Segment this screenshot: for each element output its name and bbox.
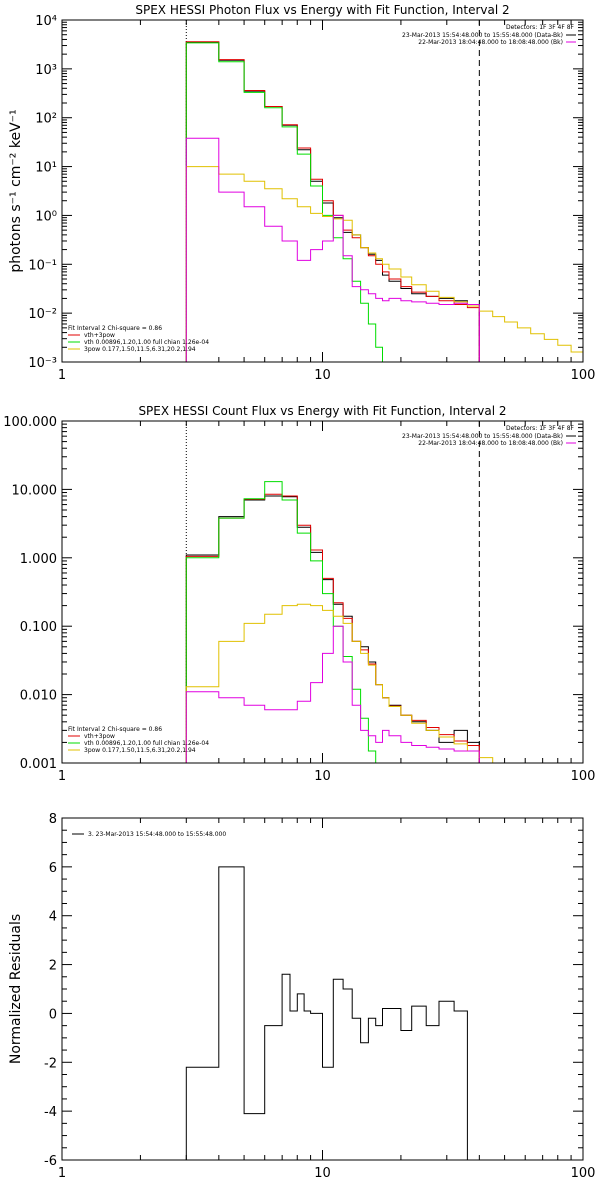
y-tick-label: 0.001 (20, 757, 57, 772)
legend-fit-header: Fit Interval 2 Chi-square = 0.86 (68, 726, 162, 733)
y-axis: -6 -4 -2 0 2 4 6 8 (44, 812, 583, 1169)
y-tick-label: 4 (49, 910, 57, 925)
y-tick-label: 0.100 (20, 620, 57, 635)
plot-frame (61, 817, 584, 1161)
series-line-2 (185, 41, 480, 362)
x-tick-label: 100 (571, 368, 596, 383)
y-axis-label: Normalized Residuals (8, 914, 24, 1064)
x-tick-label: 1 (58, 769, 66, 784)
y-tick-label: 10⁻³ (28, 356, 57, 371)
series-line-1 (185, 866, 468, 1160)
legend-entry-label: vth+3pow (84, 733, 115, 740)
legend-detectors: Detectors: 1F 3F 4F 8F (506, 425, 575, 432)
y-tick-label: 1.000 (20, 552, 57, 567)
legend-entry-label: vth 0.00896,1.20,1.00 full chian 1.26e-0… (84, 740, 209, 747)
y-axis-label: photons s⁻¹ cm⁻² keV⁻¹ (8, 109, 24, 272)
chart-panel-1: SPEX HESSI Photon Flux vs Energy with Fi… (8, 3, 595, 383)
series-line-5 (185, 137, 480, 362)
chart-title: SPEX HESSI Photon Flux vs Energy with Fi… (135, 3, 509, 17)
y-tick-label: 8 (49, 812, 57, 827)
y-tick-label: 100.000 (3, 415, 57, 430)
series-line-3 (185, 42, 401, 362)
y-axis: 0.001 0.010 0.100 1.000 10.000 100.000 (3, 415, 583, 772)
series-group (185, 866, 468, 1160)
chart-title: SPEX HESSI Count Flux vs Energy with Fit… (138, 404, 506, 418)
x-tick-label: 10 (314, 769, 331, 784)
plot-frame (61, 19, 584, 363)
legend-entry-label: 23-Mar-2013 15:54:48.000 to 15:55:48.000… (402, 32, 563, 39)
y-tick-label: 10⁻² (28, 307, 57, 322)
legend: 3. 23-Mar-2013 15:54:48.000 to 15:55:48.… (72, 831, 226, 838)
y-tick-label: 10³ (35, 63, 57, 78)
x-tick-label: 1 (58, 1166, 66, 1181)
series-group (185, 481, 518, 763)
series-line-4 (185, 603, 518, 763)
y-tick-label: 10.000 (12, 483, 58, 498)
y-tick-label: -2 (44, 1056, 57, 1071)
chart-panel-2: SPEX HESSI Count Flux vs Energy with Fit… (3, 404, 595, 784)
y-tick-label: 10¹ (35, 161, 57, 176)
plot-frame (61, 420, 584, 764)
x-axis: 1 10 100 (58, 818, 596, 1181)
series-line-3 (185, 481, 383, 763)
series-line-4 (185, 166, 583, 362)
y-tick-label: 10² (35, 112, 57, 127)
x-tick-label: 10 (314, 368, 331, 383)
series-line-5 (185, 625, 480, 763)
x-tick-label: 100 (571, 769, 596, 784)
legend-entry-label: vth 0.00896,1.20,1.00 full chian 1.26e-0… (84, 339, 209, 346)
y-tick-label: -6 (44, 1154, 57, 1169)
legend-detectors: Detectors: 1F 3F 4F 8F (506, 24, 575, 31)
y-tick-label: 0 (49, 1007, 57, 1022)
x-tick-label: 100 (571, 1166, 596, 1181)
y-tick-label: -4 (44, 1105, 57, 1120)
legend-entry-label: 22-Mar-2013 18:04:48.000 to 18:08:48.000… (418, 440, 563, 447)
legend-entry-label: 3. 23-Mar-2013 15:54:48.000 to 15:55:48.… (88, 831, 226, 838)
x-tick-label: 1 (58, 368, 66, 383)
y-tick-label: 2 (49, 959, 57, 974)
legend-entry-label: vth+3pow (84, 332, 115, 339)
y-axis: 10⁻³ 10⁻² 10⁻¹ 10⁰ 10¹ 10² 10³ 10⁴ (28, 14, 583, 371)
legend-entry-label: 3pow 0.177,1.50,11.5,6.31,20.2,1.94 (84, 747, 196, 754)
y-tick-label: 10⁴ (35, 14, 57, 29)
legend-bottom: Fit Interval 2 Chi-square = 0.86vth+3pow… (68, 325, 209, 353)
legend-bottom: Fit Interval 2 Chi-square = 0.86vth+3pow… (68, 726, 209, 754)
chart-panel-3: Normalized Residuals 1 10 100 -6 -4 -2 0 2 4 6 8 3. … (8, 812, 595, 1181)
legend-entry-label: 22-Mar-2013 18:04:48.000 to 18:08:48.000… (418, 39, 563, 46)
y-tick-label: 10⁻¹ (28, 258, 57, 273)
legend-fit-header: Fit Interval 2 Chi-square = 0.86 (68, 325, 162, 332)
legend-entry-label: 3pow 0.177,1.50,11.5,6.31,20.2,1.94 (84, 346, 196, 353)
y-tick-label: 0.010 (20, 689, 57, 704)
legend-entry-label: 23-Mar-2013 15:54:48.000 to 15:55:48.000… (402, 433, 563, 440)
series-group (185, 41, 583, 362)
x-tick-label: 10 (314, 1166, 331, 1181)
y-tick-label: 10⁰ (35, 209, 57, 224)
y-tick-label: 6 (49, 861, 57, 876)
